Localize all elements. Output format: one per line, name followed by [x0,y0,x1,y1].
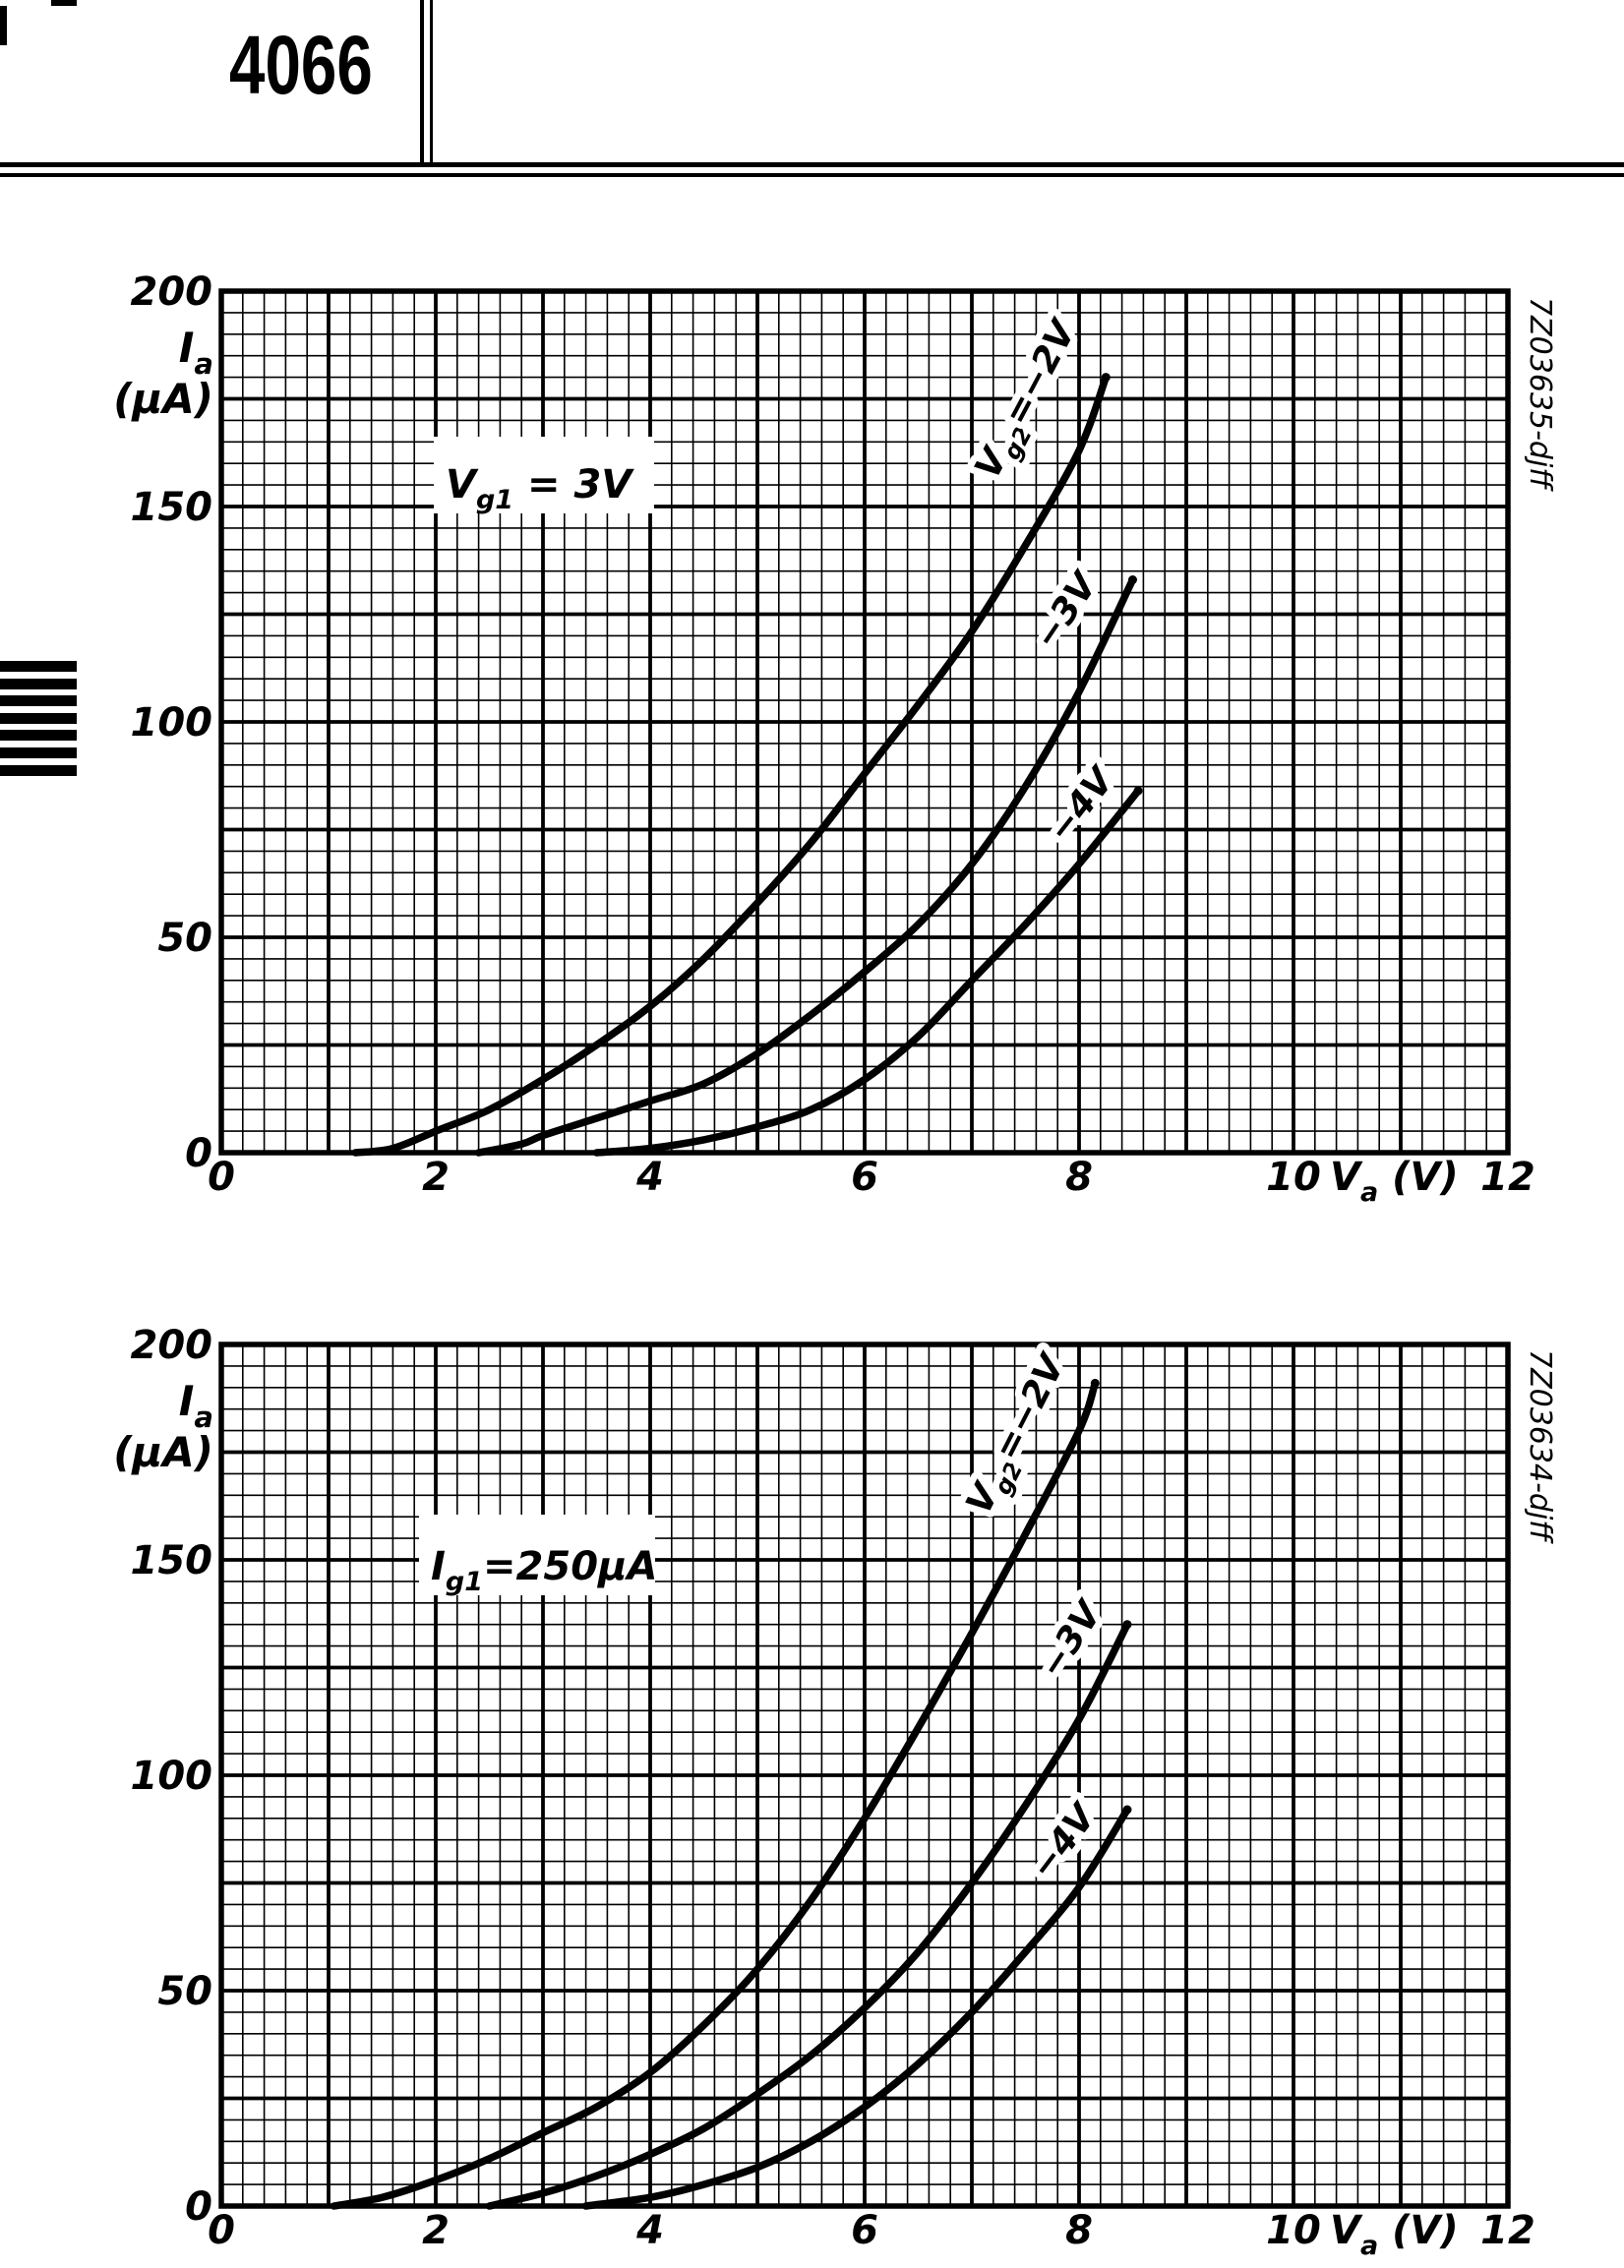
y-tick-label: 50 [157,916,212,961]
curve-tip [1122,1805,1132,1815]
y-axis-label: Ia [179,324,213,381]
thumb-index-bar [0,661,77,672]
curve-tip [1133,786,1143,796]
thumb-index-bar [0,678,77,689]
header-horizontal-rule-bottom [0,173,1624,177]
device-type-number: 4066 [229,19,373,111]
y-tick-label: 100 [131,1754,213,1799]
y-tick-label: 150 [131,1538,213,1583]
condition-label: Ig1=250µA [431,1544,657,1597]
x-tick-label: 0 [208,2208,235,2253]
x-tick-label: 10 [1266,2208,1321,2253]
grid [218,1342,1511,2209]
x-tick-label: 8 [1065,1155,1093,1200]
condition-box [434,437,654,513]
y-axis-label: Ia [179,1377,213,1434]
thumb-index-bar [0,764,77,776]
condition-label: Vg1 = 3V [446,462,634,515]
curve-label-1: −3V [1032,1592,1112,1686]
y-tick-label: 200 [131,1323,213,1368]
header-horizontal-rule-top [0,162,1624,167]
x-tick-label: 2 [422,2208,450,2253]
x-tick-label: 0 [208,1155,235,1200]
thumb-index-bar [0,747,77,758]
thumb-index-bar [0,695,77,707]
x-tick-label: 10 [1266,1155,1321,1200]
curve-1 [485,1620,1131,2210]
chart-ia-va-vg1-3v: Vg1 = 3V Vg2=−2V−3V−4V0 2 4 6 8 10 120501001502… [113,269,1557,1208]
curve-1 [474,575,1137,1157]
x-tick-label: 12 [1480,1155,1535,1200]
y-tick-label: 0 [185,2184,212,2230]
curve-tip [1128,575,1137,584]
y-tick-label: 50 [157,1969,212,2014]
x-tick-label: 6 [851,1155,878,1200]
drawing-code: 7Z03635-djff [1523,297,1557,492]
y-tick-label: 150 [131,485,213,530]
drawing-code: 7Z03634-djff [1523,1349,1557,1544]
x-tick-label: 4 [635,2208,664,2253]
plot-border [218,288,1511,1156]
curve-0 [351,373,1111,1157]
thumb-index-bar [0,712,77,724]
curve-2 [592,787,1142,1157]
x-tick-label: 6 [851,2208,878,2253]
chart-ia-va-ig1-250ua: Ig1=250µA Vg2=−2V −3V −4V 0 2 4 6 8 10 12 0 50 100 150… [113,1323,1557,2261]
curve-label-0: Vg2=−2V [959,1346,1081,1524]
curve-tip [1090,1378,1100,1388]
x-tick-label: 8 [1065,2208,1093,2253]
curve-tip [1122,1620,1132,1630]
y-tick-label: 0 [185,1131,212,1176]
condition-box [419,1515,655,1595]
y-axis-unit: (µA) [113,375,213,423]
curve-tip [1101,373,1111,383]
x-tick-label: 2 [422,1155,450,1200]
grid [218,288,1511,1156]
plot-border [218,1342,1511,2209]
x-tick-label: 4 [635,1155,664,1200]
y-tick-label: 200 [131,269,213,315]
x-axis-label: Va (V) [1330,1155,1459,1208]
curve-2 [581,1806,1131,2210]
header-vertical-rule-inner [430,0,433,167]
thumb-index-bar [0,730,77,742]
curve-label-2: −4V [1040,758,1123,850]
x-tick-label: 12 [1480,2208,1535,2253]
x-axis-label: Va (V) [1330,2208,1459,2261]
scan-edge-mark [51,0,77,6]
curve-label-2: −4V [1022,1795,1106,1887]
y-tick-label: 100 [131,700,213,746]
scan-corner-mark [0,6,7,45]
y-axis-unit: (µA) [113,1428,213,1476]
header-vertical-rule-outer [420,0,424,167]
curve-label-1: −3V [1026,564,1107,656]
curve-0 [330,1379,1100,2210]
